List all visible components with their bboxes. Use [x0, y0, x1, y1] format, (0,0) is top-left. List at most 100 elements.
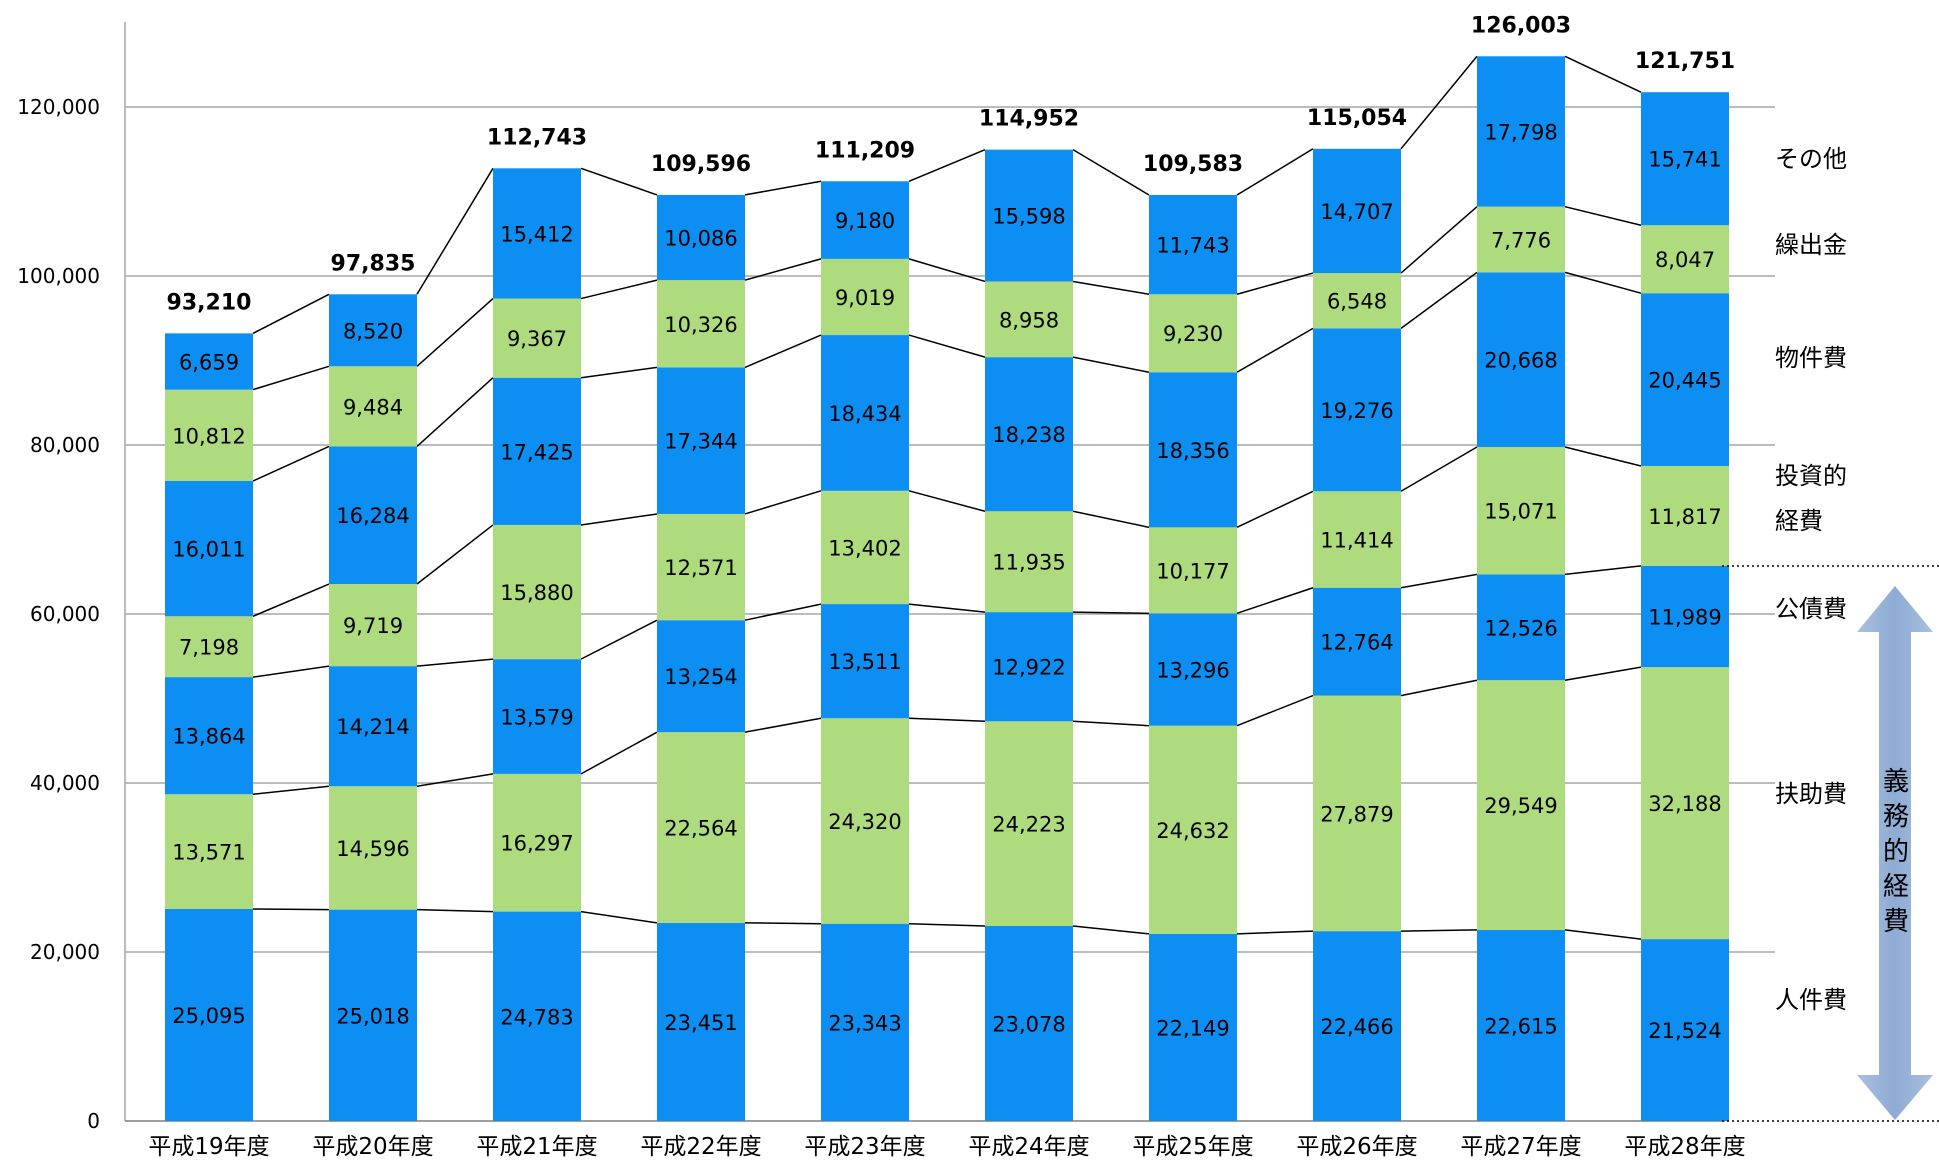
bar-segment: [1641, 293, 1729, 466]
connector-line: [908, 258, 986, 283]
bar-segment: [657, 732, 745, 923]
connector-line: [1400, 929, 1478, 932]
y-tick-label: 100,000: [17, 264, 100, 288]
connector-line: [252, 785, 330, 796]
connector-line: [1072, 280, 1150, 295]
x-axis-labels: 平成19年度 平成20年度 平成21年度 平成22年度 平成23年度 平成24年度 平成25…: [148, 1134, 1745, 1160]
segment-value-label: 18,434: [828, 402, 901, 426]
bar-segment: [329, 294, 417, 367]
segment-value-label: 9,180: [835, 209, 895, 233]
total-value-label: 97,835: [331, 251, 416, 276]
bar-segment: [329, 446, 417, 585]
y-tick-label: 80,000: [30, 433, 100, 457]
bar-segment: [1313, 273, 1401, 329]
bar-segment: [1149, 613, 1237, 726]
segment-value-label: 6,659: [179, 351, 239, 375]
bar-segment: [657, 367, 745, 514]
connector-line: [1564, 565, 1642, 576]
segment-value-label: 13,402: [828, 536, 901, 560]
segment-value-label: 9,367: [507, 327, 567, 351]
bar-segment: [165, 333, 253, 390]
bar-segment: [657, 922, 745, 1121]
x-category-label: 平成20年度: [312, 1134, 433, 1160]
series-label-kousaihi: 公債費: [1775, 595, 1847, 623]
connector-line: [908, 603, 986, 613]
connector-line: [416, 908, 494, 913]
segment-value-label: 9,484: [343, 395, 403, 419]
bar-segment: [1313, 931, 1401, 1121]
connector-line: [580, 513, 658, 526]
connector-line: [1400, 55, 1478, 150]
bar-segment: [985, 357, 1073, 512]
segment-value-label: 22,615: [1484, 1014, 1557, 1038]
total-value-label: 93,210: [167, 290, 252, 315]
connector-line: [252, 445, 330, 482]
bar-segment: [821, 181, 909, 259]
connector-line: [908, 717, 986, 723]
connector-line: [416, 658, 494, 667]
bar-segment: [1477, 56, 1565, 207]
bar-segment: [985, 925, 1073, 1121]
segment-value-label: 11,935: [992, 551, 1065, 575]
bar-segment: [1313, 695, 1401, 932]
connector-line: [1072, 356, 1150, 373]
segment-value-label: 15,598: [992, 205, 1065, 229]
bar-segment: [1149, 372, 1237, 528]
segment-value-label: 13,579: [500, 706, 573, 730]
connector-line: [1072, 510, 1150, 529]
series-label-sonota: その他: [1775, 145, 1847, 173]
connector-line: [1400, 446, 1478, 492]
bar-segment: [329, 366, 417, 447]
bar-segment: [1313, 328, 1401, 492]
segment-value-label: 14,596: [336, 837, 409, 861]
y-tick-label: 120,000: [17, 95, 100, 119]
y-tick-label: 20,000: [30, 940, 100, 964]
connector-line: [1236, 148, 1314, 196]
connector-line: [416, 167, 494, 295]
bar-segment: [1477, 447, 1565, 575]
segment-value-label: 21,524: [1648, 1019, 1721, 1043]
segment-value-label: 12,526: [1484, 616, 1557, 640]
segment-value-label: 12,922: [992, 656, 1065, 680]
bar-segment: [1477, 680, 1565, 930]
x-category-label: 平成21年度: [476, 1134, 597, 1160]
series-label-fujohi: 扶助費: [1775, 780, 1847, 808]
bar-segment: [1641, 565, 1729, 668]
bar-segment: [1149, 195, 1237, 295]
connector-line: [1564, 929, 1642, 940]
bar-segment: [493, 298, 581, 378]
connector-line: [1564, 205, 1642, 226]
x-category-label: 平成25年度: [1132, 1134, 1253, 1160]
connector-line: [1236, 490, 1314, 529]
segment-value-label: 11,817: [1648, 505, 1721, 529]
segment-value-label: 13,511: [828, 650, 901, 674]
connector-line: [580, 279, 658, 300]
connector-line: [1236, 272, 1314, 295]
bar-segment: [493, 911, 581, 1121]
connector-line: [744, 603, 822, 621]
segment-value-label: 24,783: [500, 1005, 573, 1029]
segment-value-label: 13,254: [664, 665, 737, 689]
x-category-label: 平成22年度: [640, 1134, 761, 1160]
segment-value-label: 27,879: [1320, 802, 1393, 826]
series-labels: その他 繰出金 物件費 投資的 経費 公債費 扶助費 人件費: [1775, 145, 1847, 1014]
segment-value-label: 10,177: [1156, 559, 1229, 583]
bar-segment: [985, 149, 1073, 282]
segment-value-label: 24,223: [992, 813, 1065, 837]
bar-segment: [821, 718, 909, 924]
bar-segment: [165, 677, 253, 795]
bar-segment: [657, 513, 745, 621]
bar-segment: [165, 389, 253, 482]
segment-value-label: 12,571: [664, 556, 737, 580]
bar-segment: [1313, 587, 1401, 696]
segment-value-label: 10,812: [172, 424, 245, 448]
connector-line: [252, 293, 330, 335]
connector-line: [252, 583, 330, 617]
bar-segment: [329, 909, 417, 1121]
x-category-label: 平成24年度: [968, 1134, 1089, 1160]
segment-value-label: 23,343: [828, 1011, 901, 1035]
total-value-label: 112,743: [487, 125, 587, 150]
group-label-gimuteki-keihi: 義務的経費: [1883, 767, 1909, 937]
bar-segment: [1313, 148, 1401, 274]
segment-value-label: 16,297: [500, 832, 573, 856]
